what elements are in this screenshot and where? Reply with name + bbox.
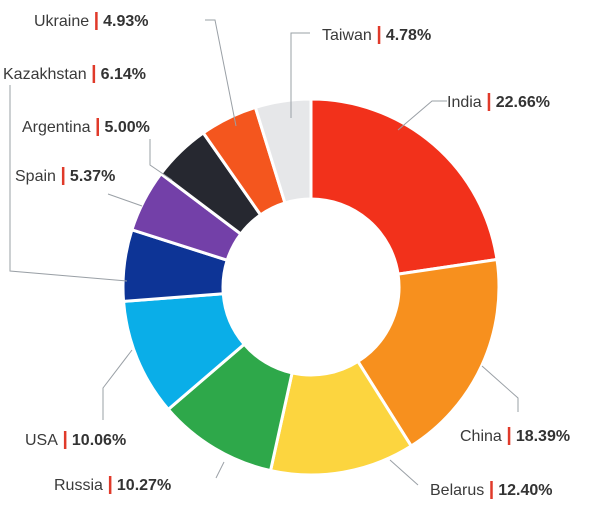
leader-line-spain xyxy=(107,193,143,207)
leader-line-kazakhstan xyxy=(9,85,128,282)
leader-line-usa xyxy=(102,349,133,420)
label-separator-india xyxy=(487,93,491,111)
label-name-kazakhstan: Kazakhstan xyxy=(3,66,87,83)
label-name-belarus: Belarus xyxy=(430,482,484,499)
label-value-ukraine: 4.93% xyxy=(103,13,148,30)
label-separator-taiwan xyxy=(377,26,381,44)
label-value-china: 18.39% xyxy=(516,428,570,445)
label-name-ukraine: Ukraine xyxy=(34,13,89,30)
label-name-china: China xyxy=(460,428,502,445)
leader-line-ukraine xyxy=(205,19,237,127)
label-name-russia: Russia xyxy=(54,477,103,494)
label-separator-belarus xyxy=(490,481,493,499)
slice-taiwan xyxy=(253,97,313,205)
leader-line-taiwan xyxy=(290,32,310,118)
leader-line-belarus xyxy=(389,459,419,486)
label-separator-argentina xyxy=(96,118,99,136)
leader-line-india xyxy=(397,100,447,131)
label-value-india: 22.66% xyxy=(496,94,550,111)
label-separator-russia xyxy=(108,476,112,494)
label-separator-kazakhstan xyxy=(92,65,96,83)
label-value-taiwan: 4.78% xyxy=(386,27,431,44)
label-separator-china xyxy=(507,427,511,445)
leader-line-argentina xyxy=(149,139,173,181)
label-separator-usa xyxy=(63,431,67,449)
label-name-taiwan: Taiwan xyxy=(322,27,372,44)
label-separator-spain xyxy=(61,167,65,185)
donut-slices xyxy=(121,97,501,477)
slice-china xyxy=(355,257,501,449)
label-name-spain: Spain xyxy=(15,168,56,185)
slice-labels: India 22.66% China 18.39% Belarus 12.40% Russi… xyxy=(3,12,570,499)
label-value-belarus: 12.40% xyxy=(498,482,552,499)
slice-india xyxy=(309,97,499,276)
label-value-argentina: 5.00% xyxy=(105,119,150,136)
leader-lines xyxy=(9,19,519,486)
label-value-usa: 10.06% xyxy=(72,432,126,449)
leader-line-china xyxy=(481,365,519,412)
leader-line-russia xyxy=(215,461,225,479)
label-separator-ukraine xyxy=(95,12,98,30)
label-value-kazakhstan: 6.14% xyxy=(101,66,146,83)
label-value-spain: 5.37% xyxy=(70,168,115,185)
label-name-india: India xyxy=(447,94,482,111)
label-value-russia: 10.27% xyxy=(117,477,171,494)
label-name-usa: USA xyxy=(25,432,58,449)
label-name-argentina: Argentina xyxy=(22,119,91,136)
